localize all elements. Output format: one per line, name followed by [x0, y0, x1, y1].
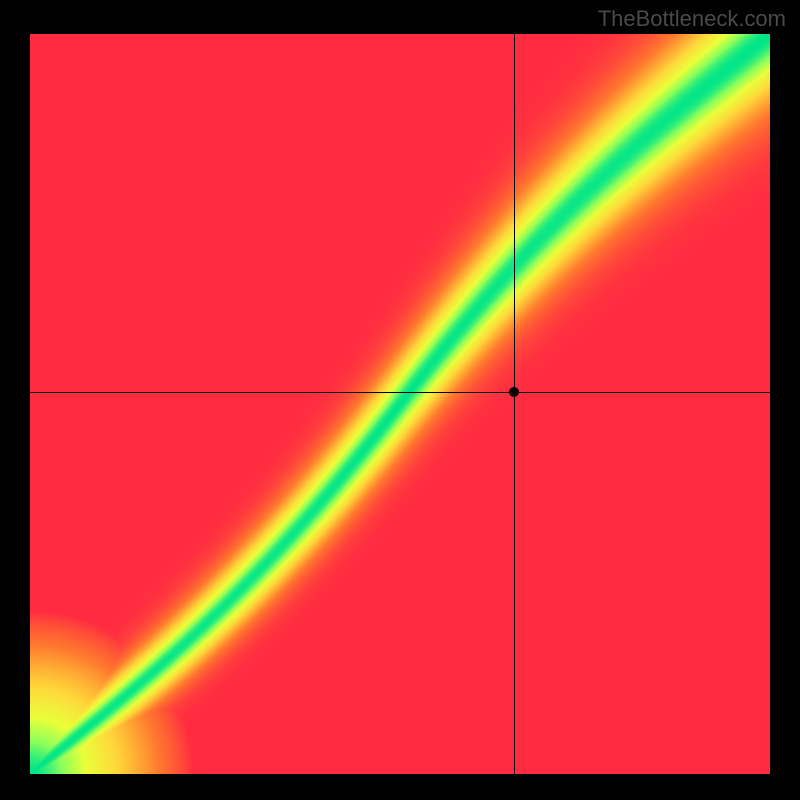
crosshair-vertical [514, 34, 515, 774]
chart-container: TheBottleneck.com [0, 0, 800, 800]
crosshair-horizontal [30, 392, 770, 393]
watermark-text: TheBottleneck.com [598, 6, 786, 32]
marker-dot [509, 387, 519, 397]
plot-area [30, 34, 770, 774]
heatmap-canvas [30, 34, 770, 774]
